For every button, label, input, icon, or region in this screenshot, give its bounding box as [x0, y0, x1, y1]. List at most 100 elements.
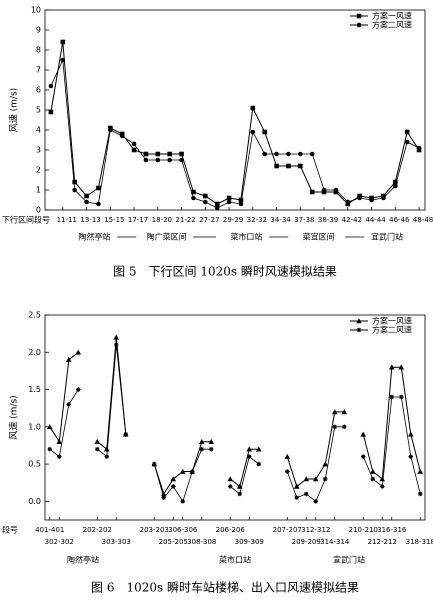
x-tick-label: 303-303	[102, 538, 131, 546]
marker	[199, 446, 205, 452]
marker	[303, 491, 309, 497]
marker	[56, 454, 62, 459]
marker	[143, 157, 149, 163]
marker	[345, 199, 351, 205]
x-tick-label: 18-20	[152, 216, 172, 224]
x-tick-label: 15-15	[104, 216, 124, 224]
marker	[369, 468, 376, 474]
x-axis-label: 段号	[2, 525, 18, 535]
marker	[417, 491, 423, 497]
marker	[379, 476, 386, 482]
marker	[84, 193, 89, 199]
y-tick-label: 6	[36, 86, 41, 95]
y-tick-label: 2.0	[28, 348, 41, 357]
station-label: 菜宜区间	[303, 232, 335, 242]
marker	[48, 109, 54, 115]
marker	[381, 195, 386, 201]
marker	[262, 129, 267, 135]
marker	[227, 476, 234, 482]
x-tick-label: 206-206	[216, 526, 246, 534]
marker	[286, 163, 291, 169]
marker	[72, 179, 77, 185]
legend-label: 方案二风速	[372, 20, 412, 30]
station-label: 宜武门站	[371, 232, 403, 242]
marker	[170, 476, 177, 482]
marker	[404, 139, 410, 145]
x-tick-label: 21-22	[175, 216, 195, 224]
x-tick-label: 308-308	[187, 538, 216, 546]
x-tick-label: 205-205	[159, 538, 188, 546]
marker	[113, 342, 119, 348]
marker	[408, 454, 414, 459]
y-tick-label: 2	[36, 166, 41, 175]
legend-marker	[356, 327, 362, 333]
marker	[191, 189, 196, 195]
marker	[309, 151, 315, 157]
marker	[298, 151, 303, 157]
marker	[417, 468, 424, 474]
marker	[208, 438, 215, 445]
x-tick-label: 34-34	[270, 216, 291, 224]
marker	[341, 409, 348, 415]
marker	[113, 334, 120, 340]
marker	[246, 454, 252, 459]
x-tick-label: 309-309	[235, 538, 264, 546]
legend-marker	[356, 318, 362, 324]
y-tick-label: 10	[31, 6, 41, 15]
marker	[286, 151, 291, 157]
marker	[274, 151, 279, 157]
y-tick-label: 1.5	[28, 385, 41, 394]
marker	[226, 195, 232, 201]
station-label: 菜市口站	[219, 555, 251, 565]
marker	[179, 468, 186, 474]
marker	[407, 431, 414, 437]
series-line	[49, 344, 421, 503]
marker	[123, 431, 129, 437]
station-label: 宣武门站	[333, 555, 365, 565]
y-tick-label: 8	[36, 46, 41, 55]
y-tick-label: 9	[36, 26, 41, 35]
station-label: 菜市口站	[230, 232, 262, 242]
x-tick-label: 318-318	[406, 538, 433, 546]
marker	[203, 199, 208, 205]
marker	[179, 151, 184, 157]
marker	[298, 163, 303, 169]
marker	[108, 127, 113, 133]
marker	[250, 129, 256, 135]
x-tick-label: 202-202	[83, 526, 112, 534]
y-tick-label: 2.5	[28, 311, 41, 320]
marker	[284, 469, 290, 474]
x-tick-label: 401-401	[35, 526, 64, 534]
marker	[151, 461, 157, 467]
x-tick-label: 312-312	[301, 526, 330, 534]
marker	[48, 83, 54, 89]
marker	[389, 394, 395, 400]
x-tick-label: 210-210	[349, 526, 378, 534]
x-tick-label: 38-39	[318, 216, 338, 224]
marker	[404, 129, 410, 135]
x-tick-label: 316-316	[377, 526, 407, 534]
marker	[189, 469, 195, 474]
legend-marker	[356, 22, 362, 28]
marker	[388, 364, 395, 370]
marker	[131, 141, 137, 147]
marker	[303, 476, 310, 482]
x-tick-label: 27-27	[199, 216, 219, 224]
marker	[369, 197, 374, 203]
marker	[203, 193, 208, 199]
x-tick-label: 46-46	[389, 216, 410, 224]
marker	[167, 151, 172, 157]
marker	[255, 446, 262, 452]
x-tick-label: 44-44	[365, 216, 386, 224]
y-tick-label: 0	[36, 206, 41, 215]
marker	[309, 189, 315, 195]
series-line	[49, 337, 421, 496]
marker	[94, 438, 101, 445]
marker	[75, 387, 81, 392]
marker	[398, 364, 405, 370]
marker	[104, 454, 110, 459]
marker	[214, 205, 220, 211]
x-tick-label: 203-203	[140, 526, 169, 534]
marker	[56, 438, 63, 445]
